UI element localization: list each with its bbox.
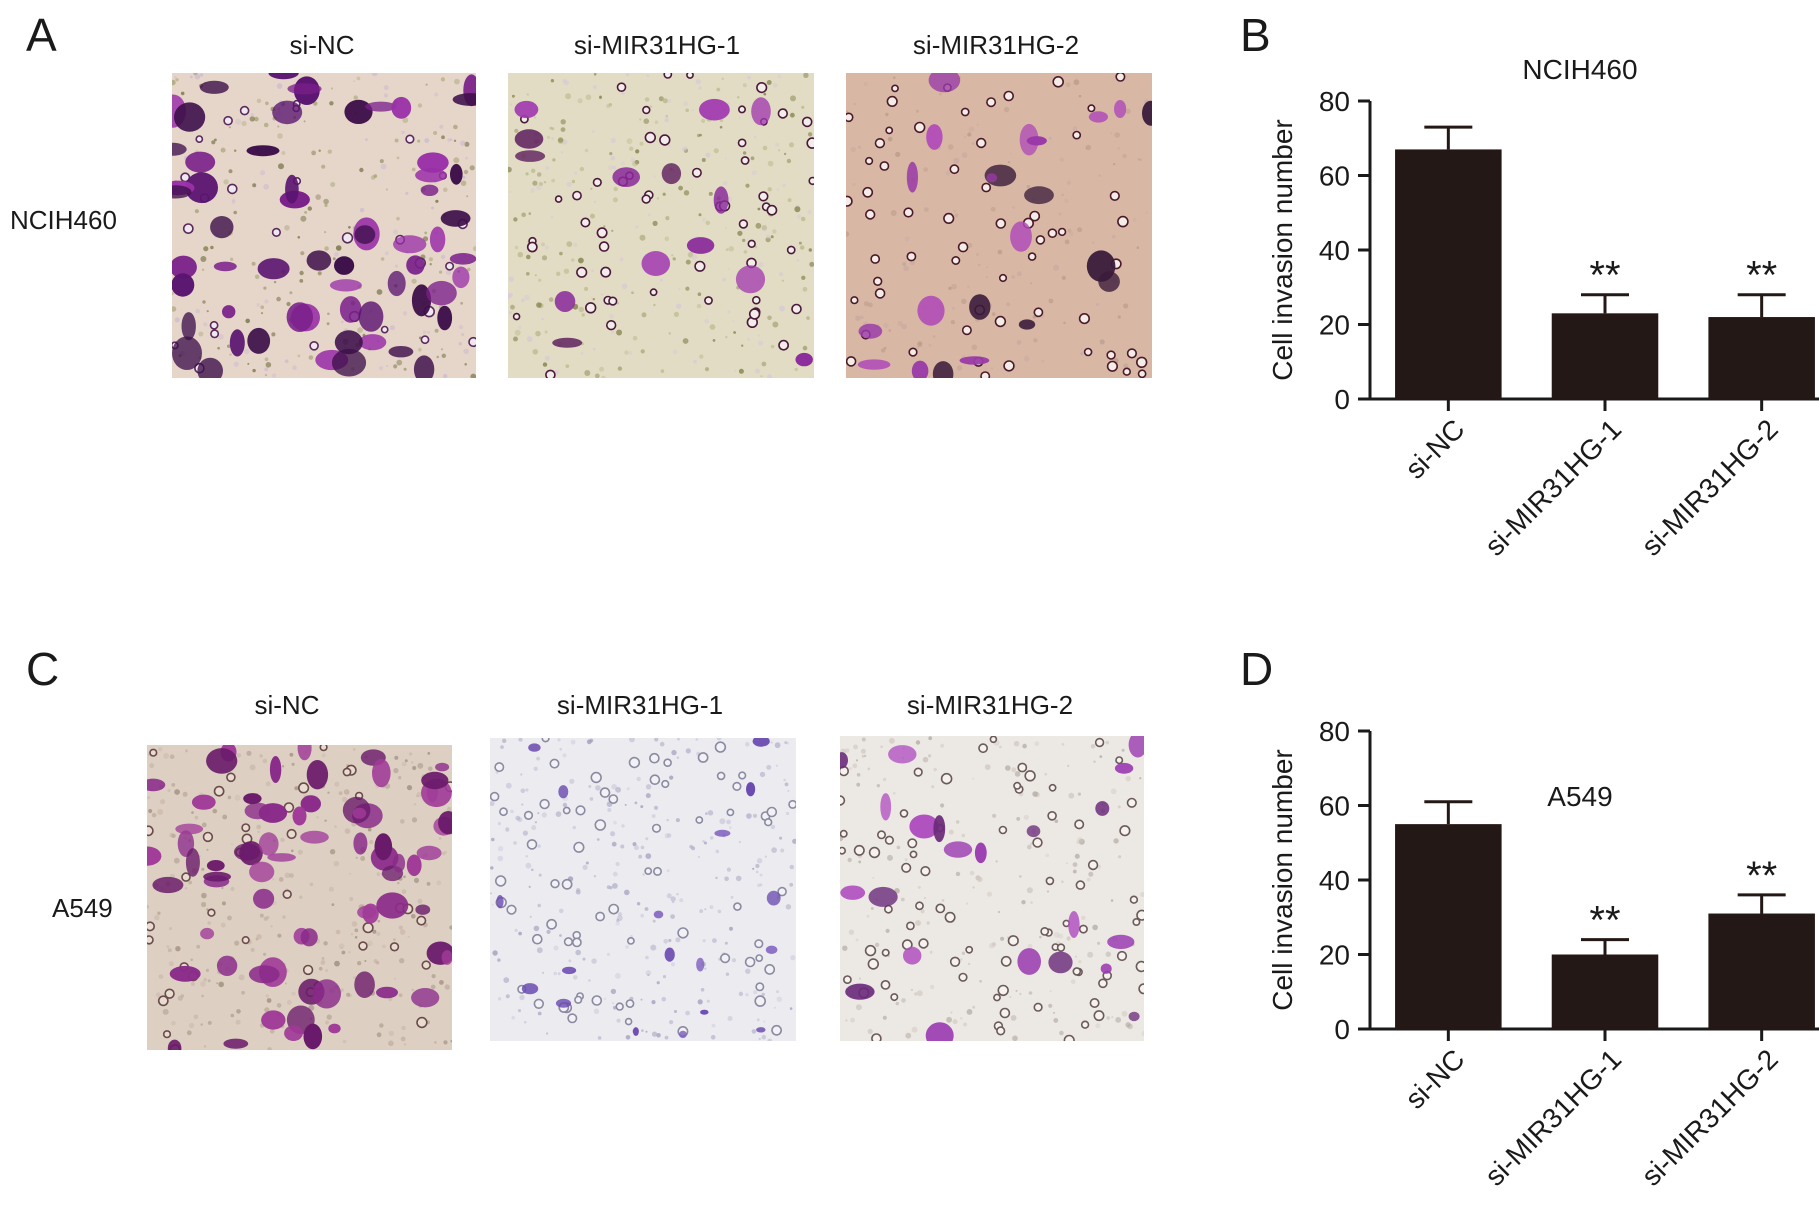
micrograph-a549-si-mir31hg-1 (490, 738, 796, 1041)
significance-label: ** (1589, 899, 1620, 943)
x-tick-label: si-MIR31HG-1 (1479, 1043, 1627, 1191)
panel-label-d: D (1240, 643, 1274, 695)
y-tick-label: 80 (1319, 86, 1350, 117)
micrograph-ncih460-si-mir31hg-1 (508, 73, 814, 378)
significance-label: ** (1746, 854, 1777, 898)
bar-chart-a549: 0 20 40 60 80 Cell invasion number A549 si-NC **… (1267, 716, 1819, 1192)
significance-label: ** (1746, 254, 1777, 298)
panel-label-c: C (26, 643, 60, 695)
y-tick-label: 20 (1319, 940, 1350, 971)
row-label-ncih460: NCIH460 (10, 205, 117, 235)
micrograph-a549-si-nc (147, 745, 452, 1050)
bar (1395, 149, 1502, 399)
bar (1551, 954, 1659, 1029)
y-tick-label: 0 (1334, 384, 1350, 415)
column-title-si-mir31hg-2-c: si-MIR31HG-2 (906, 690, 1074, 720)
micrograph-ncih460-si-nc (172, 73, 476, 378)
micrograph-a549-si-mir31hg-2 (840, 736, 1144, 1041)
y-tick-label: 0 (1334, 1014, 1350, 1045)
panel-label-b: B (1240, 9, 1271, 61)
column-title-si-nc-a: si-NC (289, 30, 355, 60)
column-title-si-mir31hg-1-c: si-MIR31HG-1 (556, 690, 724, 720)
panel-label-a: A (26, 9, 57, 61)
bar (1551, 313, 1659, 399)
bar (1708, 913, 1815, 1029)
bar-chart-ncih460: 0 20 40 60 80 Cell invasion number NCIH460 si-N… (1267, 54, 1819, 562)
column-title-si-nc-c: si-NC (254, 690, 320, 720)
y-axis-label: Cell invasion number (1267, 119, 1298, 380)
bar (1708, 317, 1815, 399)
x-tick-label: si-MIR31HG-1 (1479, 413, 1627, 561)
x-tick-label: si-NC (1399, 413, 1470, 484)
y-tick-label: 80 (1319, 716, 1350, 747)
micrograph-ncih460-si-mir31hg-2 (846, 73, 1152, 378)
y-axis-label: Cell invasion number (1267, 749, 1298, 1010)
y-tick-label: 60 (1319, 161, 1350, 192)
bar (1395, 824, 1502, 1029)
column-title-si-mir31hg-1-a: si-MIR31HG-1 (573, 30, 741, 60)
x-tick-label: si-MIR31HG-2 (1635, 413, 1783, 561)
y-tick-label: 60 (1319, 791, 1350, 822)
row-label-a549: A549 (52, 893, 113, 923)
x-tick-label: si-MIR31HG-2 (1635, 1043, 1783, 1191)
y-tick-label: 40 (1319, 235, 1350, 266)
significance-label: ** (1589, 254, 1620, 298)
x-tick-label: si-NC (1399, 1043, 1470, 1114)
column-title-si-mir31hg-2-a: si-MIR31HG-2 (912, 30, 1080, 60)
y-tick-label: 40 (1319, 865, 1350, 896)
y-tick-label: 20 (1319, 310, 1350, 341)
chart-title: NCIH460 (1522, 54, 1637, 85)
chart-title: A549 (1547, 781, 1612, 812)
